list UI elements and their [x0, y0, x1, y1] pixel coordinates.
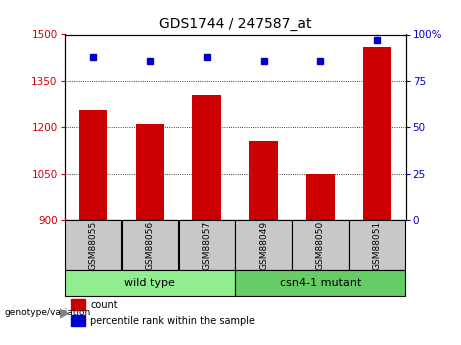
Text: GSM88049: GSM88049	[259, 220, 268, 269]
Bar	[236, 220, 292, 270]
Text: GSM88057: GSM88057	[202, 220, 211, 270]
Text: genotype/variation: genotype/variation	[5, 308, 91, 317]
Bar	[193, 95, 221, 220]
Text: wild type: wild type	[124, 278, 175, 288]
Text: count: count	[90, 300, 118, 310]
Bar	[122, 220, 178, 270]
Bar	[136, 124, 164, 220]
Bar	[65, 270, 235, 296]
Bar	[178, 220, 235, 270]
Text: ▶: ▶	[60, 306, 70, 319]
Bar	[292, 220, 349, 270]
Text: csn4-1 mutant: csn4-1 mutant	[280, 278, 361, 288]
Bar	[306, 175, 335, 220]
Bar	[65, 220, 121, 270]
Text: GSM88050: GSM88050	[316, 220, 325, 270]
Bar	[349, 220, 405, 270]
Text: GSM88055: GSM88055	[89, 220, 97, 270]
Title: GDS1744 / 247587_at: GDS1744 / 247587_at	[159, 17, 311, 31]
Bar	[249, 141, 278, 220]
Text: GSM88056: GSM88056	[145, 220, 154, 270]
Text: GSM88051: GSM88051	[373, 220, 382, 270]
Bar	[363, 47, 391, 220]
Bar	[236, 270, 405, 296]
Bar	[71, 315, 85, 326]
Bar	[71, 299, 85, 310]
Text: percentile rank within the sample: percentile rank within the sample	[90, 316, 255, 326]
Bar	[79, 110, 107, 220]
